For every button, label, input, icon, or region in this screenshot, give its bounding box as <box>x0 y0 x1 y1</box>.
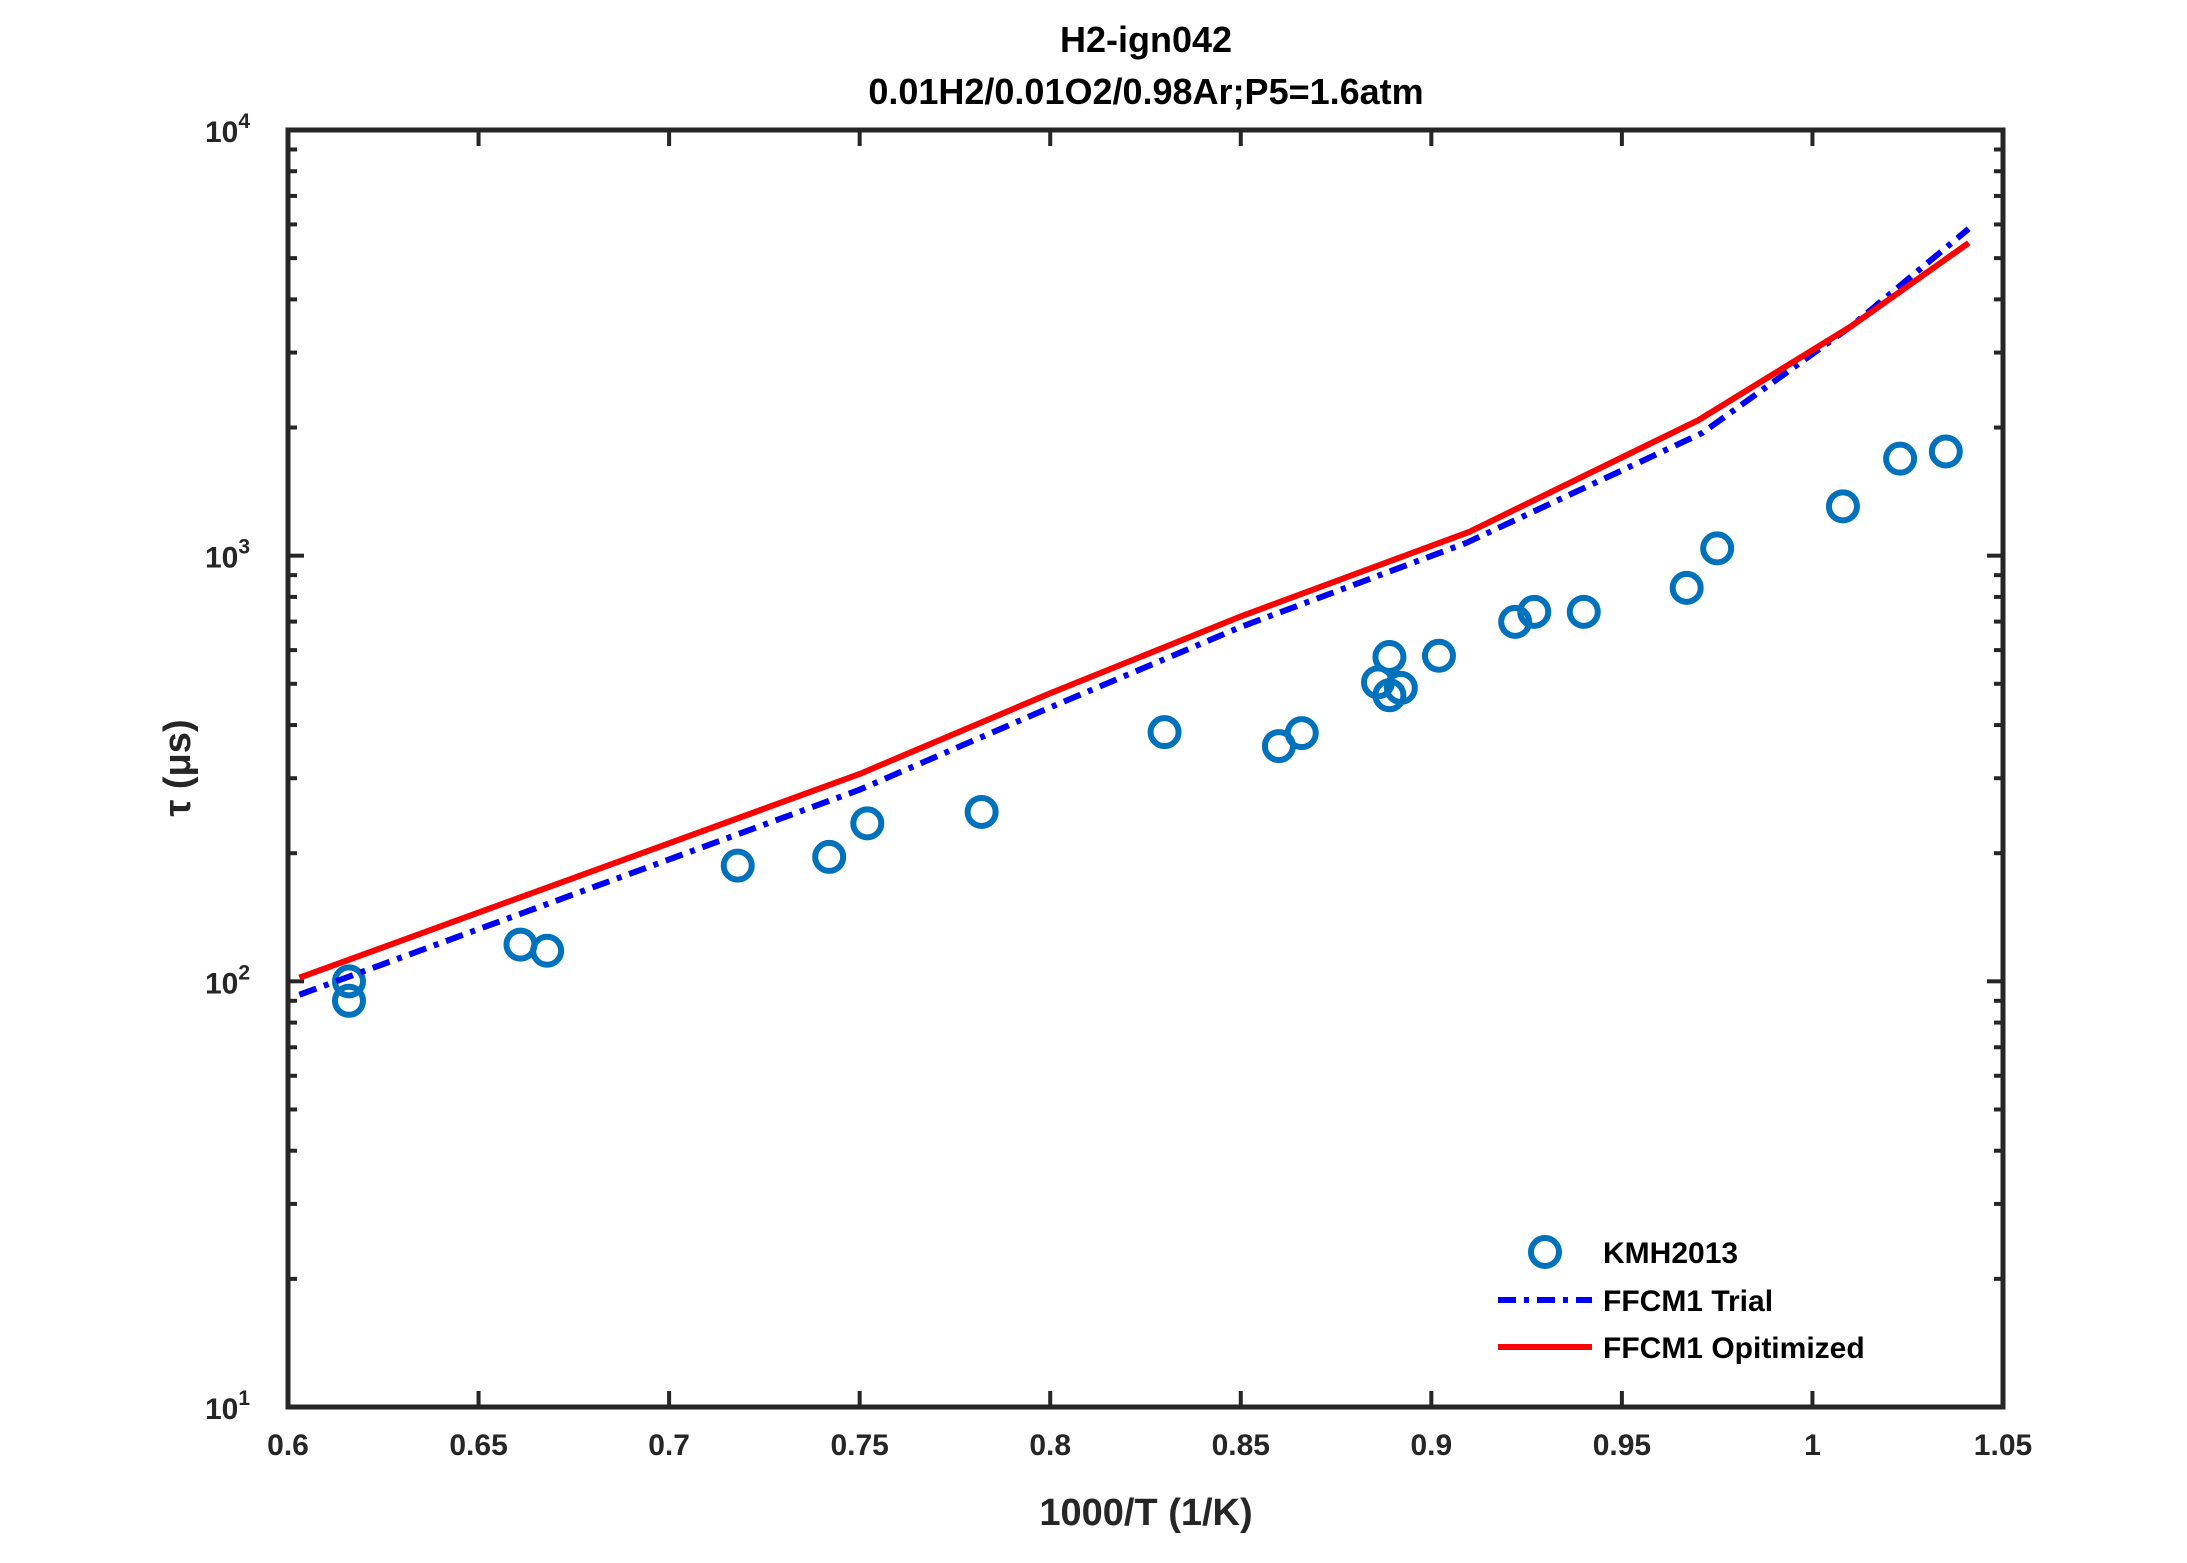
data-point-kmh2013 <box>331 964 366 999</box>
series-line-ffcm1-optimized <box>298 240 1971 981</box>
legend-label-kmh2013: KMH2013 <box>1603 1237 1738 1270</box>
data-point-kmh2013 <box>1372 640 1407 675</box>
data-point-kmh2013 <box>331 983 366 1018</box>
x-tick-label: 1.05 <box>1974 1429 2032 1462</box>
series-line-ffcm1-trial <box>298 226 1971 998</box>
data-point-kmh2013 <box>1147 715 1182 750</box>
data-point-kmh2013 <box>1517 594 1552 629</box>
legend-label-trial: FFCM1 Trial <box>1603 1285 1773 1318</box>
data-point-kmh2013 <box>503 927 538 962</box>
data-point-kmh2013 <box>1421 638 1456 673</box>
data-point-kmh2013 <box>850 806 885 841</box>
x-tick-label: 0.95 <box>1593 1429 1651 1462</box>
axis-ticks <box>286 130 2005 1409</box>
x-tick-label: 0.7 <box>648 1429 690 1462</box>
x-tick-label: 0.8 <box>1029 1429 1071 1462</box>
data-point-kmh2013 <box>1825 489 1860 524</box>
x-tick-label: 0.9 <box>1410 1429 1452 1462</box>
data-point-kmh2013 <box>530 933 565 968</box>
y-tick-label: 103 <box>205 536 250 575</box>
data-point-kmh2013 <box>1566 594 1601 629</box>
data-point-kmh2013 <box>964 794 999 829</box>
chart-title-line1: H2-ign042 <box>1060 19 1232 60</box>
data-point-kmh2013 <box>1669 570 1704 605</box>
y-tick-label: 102 <box>205 961 250 1000</box>
x-axis-label: 1000/T (1/K) <box>1039 1492 1252 1534</box>
y-tick-labels: 101 102 103 104 <box>205 110 250 1426</box>
y-tick-label: 101 <box>205 1387 250 1426</box>
x-tick-label: 0.65 <box>449 1429 507 1462</box>
data-point-kmh2013 <box>720 848 755 883</box>
x-tick-label: 0.75 <box>830 1429 888 1462</box>
x-tick-label: 0.6 <box>267 1429 309 1462</box>
data-point-kmh2013 <box>1928 434 1963 469</box>
x-tick-label: 1 <box>1804 1429 1821 1462</box>
axes-box <box>285 127 2006 1410</box>
x-tick-label: 0.85 <box>1212 1429 1270 1462</box>
data-point-kmh2013 <box>1284 716 1319 751</box>
legend-marker-kmh2013 <box>1528 1235 1562 1269</box>
legend-label-optimized: FFCM1 Opitimized <box>1603 1332 1865 1365</box>
y-axis-label: τ (μs) <box>157 719 199 816</box>
data-point-kmh2013 <box>1700 531 1735 566</box>
data-point-kmh2013 <box>812 839 847 874</box>
plot-area <box>298 226 1971 1018</box>
data-point-kmh2013 <box>1883 441 1918 476</box>
chart-title-line2: 0.01H2/0.01O2/0.98Ar;P5=1.6atm <box>868 71 1423 112</box>
y-tick-label: 104 <box>205 110 250 149</box>
x-tick-labels: 0.6 0.65 0.7 0.75 0.8 0.85 0.9 0.95 1 1.05 <box>267 1429 2032 1462</box>
legend: KMH2013 FFCM1 Trial FFCM1 Opitimized <box>1498 1235 1865 1365</box>
data-point-kmh2013 <box>1383 670 1418 705</box>
